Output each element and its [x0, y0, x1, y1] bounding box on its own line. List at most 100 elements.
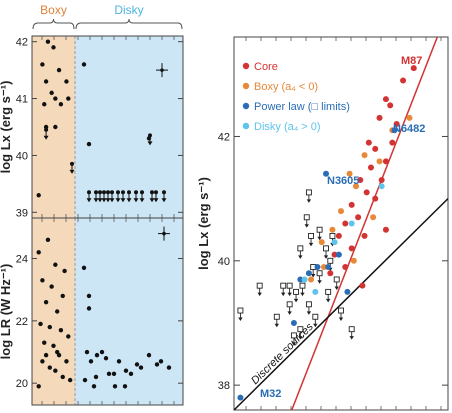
- disky-point: [94, 352, 100, 358]
- upper-limit-square: [327, 257, 334, 264]
- panel2-y-axis-label: log LR (W Hz⁻¹): [0, 264, 13, 360]
- upper-limit-arrow: [300, 292, 305, 297]
- power-law-point: [391, 127, 398, 134]
- upper-limit-arrow: [313, 323, 318, 328]
- right-lines: [234, 37, 448, 410]
- boxy-point: [66, 334, 71, 339]
- core-point: [335, 232, 342, 239]
- right-points: [237, 65, 417, 401]
- core-point: [410, 65, 417, 72]
- power-law-point: [335, 251, 342, 258]
- disky-point: [106, 371, 112, 377]
- core-point: [376, 114, 383, 121]
- brace-boxy: [32, 18, 75, 30]
- disky-point: [116, 359, 122, 364]
- boxy-a-point: [320, 264, 327, 271]
- disky-upper-limit-arrow: [139, 198, 145, 203]
- legend-label-1: Core: [254, 61, 278, 73]
- upper-limit-arrow: [291, 342, 297, 346]
- boxy-point: [60, 293, 65, 299]
- boxy-point: [53, 262, 58, 267]
- legend-marker-3: [242, 102, 250, 110]
- disky-point: [91, 384, 97, 389]
- upper-limit-square: [316, 270, 323, 277]
- upper-limit-arrow: [310, 274, 316, 278]
- core-point: [348, 201, 355, 208]
- upper-limit-square: [293, 288, 300, 295]
- core-point: [365, 139, 372, 146]
- disky-upper-limit-arrow: [133, 198, 139, 203]
- boxy-point: [36, 193, 41, 198]
- upper-limit-square: [290, 332, 297, 339]
- power-law-point: [323, 170, 330, 177]
- upper-limit-arrow: [293, 298, 299, 303]
- boxy-point: [58, 102, 64, 107]
- disky-point: [93, 374, 99, 380]
- boxy-point: [66, 96, 71, 101]
- core-point: [400, 77, 407, 84]
- upper-limit-arrow: [306, 199, 312, 203]
- legend-marker-4: [242, 122, 250, 130]
- panel1-y-tick-label: 42: [16, 37, 28, 49]
- disky-upper-limit-arrow: [161, 198, 167, 203]
- upper-limit-square: [299, 282, 306, 289]
- fit-line-discrete-sources: [234, 198, 448, 410]
- boxy-point: [40, 359, 45, 364]
- core-point: [342, 220, 349, 227]
- upper-limit-arrow: [306, 311, 312, 315]
- disky-upper-limit-arrow: [109, 198, 115, 203]
- upper-limit-square: [256, 282, 263, 289]
- core-point: [348, 245, 355, 252]
- upper-limit-square: [297, 326, 304, 333]
- upper-limit-square: [308, 232, 314, 239]
- disky-point: [128, 371, 134, 377]
- boxy-a-point: [406, 114, 413, 121]
- boxy-point: [55, 309, 60, 314]
- core-point: [363, 189, 370, 196]
- upper-limit-square: [237, 307, 244, 314]
- upper-limit-arrow: [238, 317, 243, 322]
- boxy-point: [40, 62, 45, 67]
- boxy-point: [43, 352, 49, 358]
- fit-line-core: [291, 37, 438, 410]
- disky-upper-limit-arrow: [147, 141, 153, 146]
- core-point: [382, 226, 389, 233]
- disky-a-point: [348, 220, 355, 227]
- disky-upper-limit-arrow: [149, 198, 155, 203]
- disky-point: [158, 359, 164, 364]
- disky-point: [99, 349, 105, 355]
- upper-limit-arrow: [334, 286, 339, 290]
- boxy-point: [40, 278, 45, 283]
- error-bar-center: [160, 68, 164, 72]
- annotation-n3605: N3605: [327, 175, 359, 187]
- panel2-y-tick-label: 22: [16, 316, 28, 328]
- panel1-disky-region: [75, 36, 183, 218]
- panel1-y-tick-label: 41: [16, 94, 28, 106]
- right-y-tick-label: 38: [218, 380, 230, 392]
- boxy-point: [60, 374, 65, 380]
- boxy-point: [36, 384, 41, 389]
- boxy-point: [55, 349, 60, 355]
- disky-point: [166, 365, 172, 370]
- boxy-point: [56, 67, 62, 73]
- upper-limit-square: [323, 245, 329, 252]
- upper-limit-square: [273, 313, 280, 320]
- right-y-tick-label: 42: [218, 131, 230, 143]
- boxy-point: [58, 328, 64, 333]
- core-point: [387, 102, 394, 109]
- disky-upper-limit-arrow: [101, 198, 107, 203]
- upper-limit-arrow: [338, 317, 344, 322]
- boxy-point: [49, 90, 54, 96]
- upper-limit-arrow: [257, 292, 262, 297]
- boxy-a-point: [361, 152, 368, 159]
- boxy-point: [45, 237, 51, 243]
- core-point: [359, 282, 366, 289]
- upper-limit-square: [312, 313, 319, 320]
- panel2-frame: [31, 217, 184, 406]
- panel2-y-tick-label: 24: [16, 254, 28, 266]
- boxy-a-point: [329, 226, 336, 233]
- disky-point: [86, 141, 92, 147]
- boxy-point: [47, 365, 52, 370]
- upper-limit-square: [286, 282, 293, 289]
- category-label-disky: Disky: [114, 3, 143, 17]
